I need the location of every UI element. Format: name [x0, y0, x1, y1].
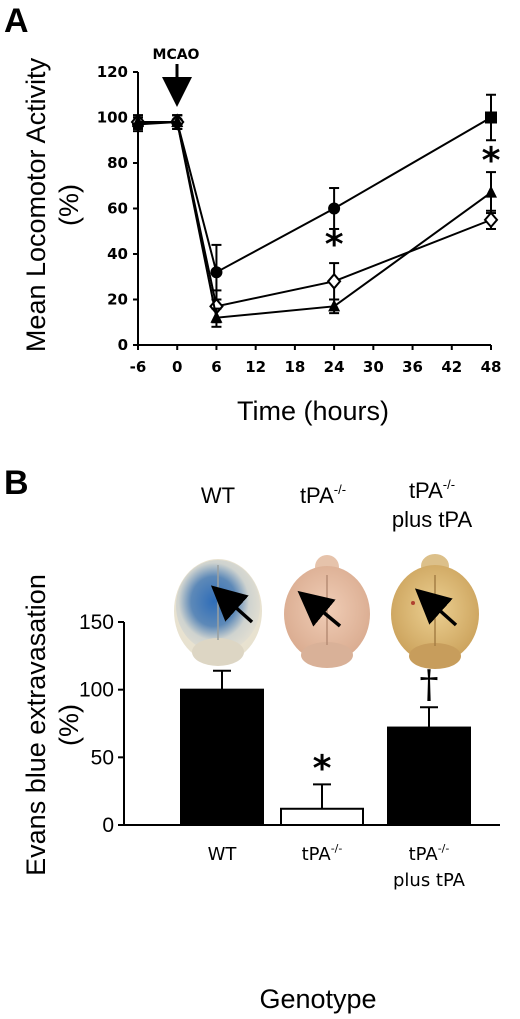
a-xtick-label: 18 — [284, 358, 305, 376]
xcat-ko: tPA-/- — [302, 842, 343, 865]
bar-2 — [280, 807, 364, 827]
a-xtick-label: -6 — [130, 358, 147, 376]
a-xtick-label: 42 — [441, 358, 462, 376]
a-xtick-label: 12 — [245, 358, 266, 376]
b-ytick-label: 150 — [79, 611, 114, 634]
a-xtick-label: 48 — [481, 358, 502, 376]
xcat-kop: tPA-/- — [409, 842, 450, 865]
b-xlabel: Genotype — [259, 984, 376, 1014]
data-point — [132, 115, 144, 128]
data-point — [328, 202, 341, 215]
data-point — [485, 185, 497, 198]
b-ytick-label: 0 — [102, 814, 114, 837]
bar-3 — [387, 726, 471, 826]
xcat-wt: WT — [208, 844, 238, 865]
b-ylabel-line1: Evans blue extravasation — [21, 574, 51, 876]
a-xtick-label: 36 — [402, 358, 423, 376]
header-wt: WT — [201, 483, 235, 508]
significance-star: * — [313, 748, 332, 789]
header-kop: tPA-/- — [409, 477, 455, 503]
a-xlabel: Time (hours) — [237, 396, 389, 426]
significance-dagger: † — [420, 662, 439, 706]
a-xtick-label: 0 — [172, 358, 182, 376]
a-ytick-label: 120 — [97, 63, 128, 81]
ko-brain-photo — [284, 555, 370, 668]
header-ko: tPA-/- — [300, 482, 346, 508]
a-ylabel-line1: Mean Locomotor Activity — [21, 57, 51, 352]
significance-star: * — [325, 225, 344, 266]
a-ylabel-line2: (%) — [54, 184, 84, 226]
bar-1 — [180, 688, 264, 827]
kop-brain-photo — [391, 554, 479, 669]
data-point — [483, 211, 499, 229]
significance-star: * — [482, 140, 501, 181]
a-ytick-label: 80 — [107, 154, 128, 172]
data-point — [326, 272, 342, 290]
ko-arrow-icon — [297, 590, 342, 628]
data-point — [485, 111, 497, 124]
data-point — [171, 115, 184, 128]
a-xtick-label: 6 — [211, 358, 221, 376]
data-point — [328, 299, 341, 312]
xcat-kop-line2: plus tPA — [393, 870, 466, 891]
series-line-2 — [138, 121, 492, 308]
mcao-label: MCAO — [153, 47, 200, 63]
a-ytick-label: 20 — [107, 291, 128, 309]
panel-b-letter: B — [4, 464, 29, 502]
b-ytick-label: 100 — [79, 679, 114, 702]
a-ytick-label: 0 — [118, 336, 128, 354]
data-point — [210, 310, 223, 323]
b-ylabel-line2: (%) — [54, 704, 84, 746]
wt-brain-photo — [174, 559, 262, 666]
panel-a-letter: A — [4, 2, 29, 40]
line-chart: Mean Locomotor Activity (%) Time (hours)… — [21, 47, 501, 426]
a-ytick-label: 60 — [107, 200, 128, 218]
bar-chart: Evans blue extravasation (%) Genotype WT… — [21, 574, 500, 1014]
a-xtick-label: 30 — [363, 358, 384, 376]
a-ytick-label: 40 — [107, 245, 128, 263]
a-ytick-label: 100 — [97, 109, 128, 127]
header-kop-line2: plus tPA — [392, 507, 473, 532]
a-xtick-label: 24 — [324, 358, 345, 376]
data-point — [210, 266, 223, 279]
kop-arrow-icon — [414, 588, 458, 627]
b-ytick-label: 50 — [91, 746, 114, 769]
wt-arrow-icon — [210, 585, 254, 624]
